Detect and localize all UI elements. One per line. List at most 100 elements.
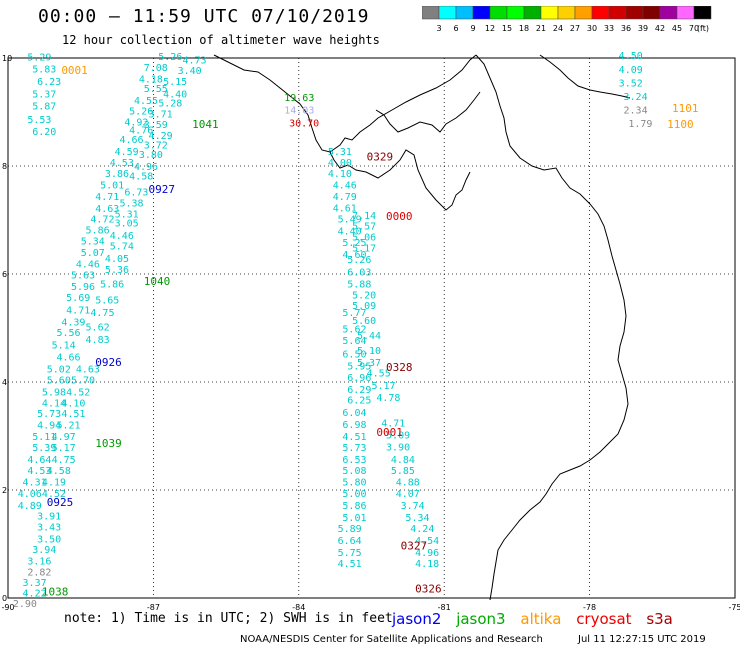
swh-value-label: 5.65 [95, 296, 119, 307]
pass-time-label: 0000 [386, 210, 413, 223]
swh-value-label: 4.83 [86, 335, 110, 346]
colorbar-tick-label: 6 [453, 24, 458, 33]
swh-value-label: 1.79 [628, 119, 652, 130]
swh-value-label: 4.00 [328, 158, 352, 169]
y-tick-label: 0 [2, 594, 7, 603]
colorbar-tick-label: 39 [638, 24, 648, 33]
swh-value-label: 4.72 [90, 215, 114, 226]
swh-value-label: 5.85 [391, 466, 415, 477]
swh-value-label: 6.64 [338, 536, 362, 547]
swh-value-label: 5.88 [347, 280, 371, 291]
swh-value-label: 4.63 [76, 364, 100, 375]
swh-value-label: 3.74 [401, 501, 425, 512]
swh-value-label: 5.60 [352, 316, 376, 327]
swh-value-label: 5.44 [357, 331, 381, 342]
swh-value-label: 6.25 [347, 396, 371, 407]
swh-value-label: 5.49 [338, 215, 362, 226]
panama-south-coast [329, 149, 471, 211]
swh-value-label: 5.64 [342, 336, 366, 347]
x-tick-label: -84 [292, 603, 305, 612]
swh-value-label: 4.58 [47, 466, 71, 477]
swh-value-label: 6.03 [347, 268, 371, 279]
note-text: note: 1) Time is in UTC; 2) SWH is in fe… [64, 611, 393, 626]
x-tick-label: -78 [583, 603, 596, 612]
swh-value-label: 4.96 [134, 162, 158, 173]
swh-value-label: 4.31 [23, 478, 47, 489]
swh-value-label: 4.55 [367, 369, 391, 380]
swh-value-label: 7.14 [352, 211, 376, 222]
x-tick-label: -90 [1, 603, 14, 612]
swh-value-label: 6.23 [37, 77, 61, 88]
swh-value-label: 5.02 [47, 364, 71, 375]
pass-time-label: 0927 [149, 183, 176, 196]
swh-value-label: 5.26 [129, 107, 153, 118]
swh-value-label: 4.46 [76, 260, 100, 271]
y-tick-label: 6 [2, 270, 7, 279]
y-tick-label: 10 [2, 54, 12, 63]
pass-time-label: 1039 [95, 437, 122, 450]
legend-cryosat: cryosat [576, 610, 632, 628]
swh-value-label: 4.09 [619, 65, 643, 76]
swh-value-label: 3.24 [624, 92, 648, 103]
swh-value-label: 4.10 [328, 169, 352, 180]
swh-value-label: 5.75 [338, 548, 362, 559]
colorbar-tick-label: 3 [436, 24, 441, 33]
swh-value-label: 14.03 [284, 106, 314, 117]
swh-value-label: 4.71 [381, 418, 405, 429]
swh-value-label: 5.28 [158, 99, 182, 110]
swh-value-label: 6.29 [347, 385, 371, 396]
swh-value-label: 5.11 [32, 432, 56, 443]
swh-value-label: 5.60 [47, 376, 71, 387]
swh-value-label: 4.51 [338, 559, 362, 570]
swh-value-label: 5.26 [158, 52, 182, 63]
swh-value-label: 4.50 [619, 51, 643, 62]
swh-value-label: 5.38 [119, 199, 143, 210]
swh-value-label: 7.08 [144, 63, 168, 74]
swh-value-label: 5.62 [342, 324, 366, 335]
swh-value-label: 3.40 [178, 66, 202, 77]
swh-value-label: 5.31 [328, 147, 352, 158]
swh-value-label: 3.52 [619, 79, 643, 90]
swh-value-label: 4.84 [391, 455, 415, 466]
swh-value-label: 4.10 [61, 398, 85, 409]
swh-value-label: 4.64 [27, 455, 51, 466]
swh-value-label: 5.37 [357, 358, 381, 369]
swh-value-label: 4.46 [333, 181, 357, 192]
swh-value-label: 4.51 [342, 432, 366, 443]
swh-value-label: 4.24 [410, 524, 434, 535]
swh-value-label: 3.16 [27, 557, 51, 568]
swh-value-label: 5.83 [32, 65, 56, 76]
colorbar-tick-label: 70 [689, 24, 699, 33]
swh-value-label: 4.52 [42, 489, 66, 500]
swh-value-label: 4.18 [415, 559, 439, 570]
swh-value-label: 4.63 [95, 204, 119, 215]
swh-value-label: 5.56 [56, 328, 80, 339]
colorbar-tick-label: 18 [519, 24, 529, 33]
swh-value-label: 4.73 [182, 55, 206, 66]
lat-lon-grid: -90 -87 -84 -81 -78 -75 0 2 4 6 8 10 [1, 54, 740, 612]
swh-value-label: 5.29 [27, 53, 51, 64]
swh-value-label: 5.80 [342, 478, 366, 489]
color-scale-bar: 3 6 9 12 15 18 21 24 27 30 33 36 39 42 45 70(ft) [422, 6, 712, 33]
swh-value-label: 4.06 [18, 489, 42, 500]
swh-value-label: 3.86 [105, 169, 129, 180]
swh-value-label: 5.17 [52, 443, 76, 454]
pass-time-label: 0926 [95, 356, 122, 369]
colorbar-tick-label: 42 [655, 24, 665, 33]
swh-value-label: 5.31 [115, 209, 139, 220]
swh-value-label: 5.09 [386, 431, 410, 442]
legend-s3a: s3a [646, 610, 673, 628]
swh-value-label: 4.14 [42, 398, 66, 409]
swh-value-label: 4.75 [90, 308, 114, 319]
swh-value-label: 5.34 [81, 236, 105, 247]
swh-value-label: 4.66 [56, 352, 80, 363]
swh-value-label: 4.22 [23, 588, 47, 599]
swh-value-label: 4.75 [52, 455, 76, 466]
swh-value-label: 5.01 [100, 181, 124, 192]
swh-value-label: 5.39 [32, 443, 56, 454]
pass-time-label: 0001 [61, 64, 88, 77]
colorbar-tick-label: 27 [570, 24, 580, 33]
swh-value-label: 4.40 [163, 89, 187, 100]
swh-value-label: 3.05 [115, 218, 139, 229]
pass-time-label: 1040 [144, 275, 171, 288]
